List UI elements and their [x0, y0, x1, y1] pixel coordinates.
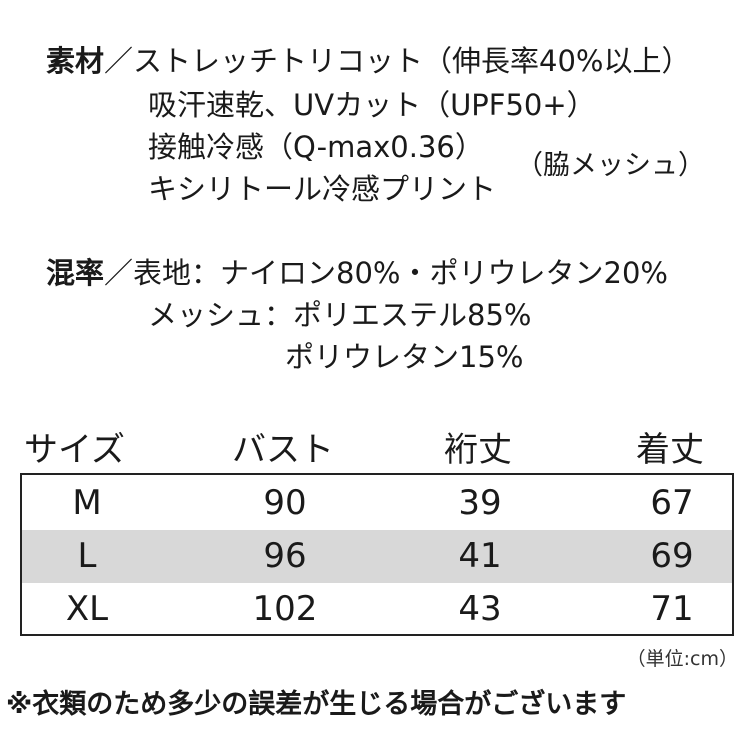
material-line-4: キシリトール冷感プリント — [148, 172, 497, 206]
material-heading-line: 素材／ストレッチトリコット（伸長率40%以上） — [46, 44, 691, 78]
size-table: M 90 39 67 L 96 41 69 XL 102 43 71 — [20, 473, 734, 636]
blend-line-3: ポリウレタン15% — [285, 340, 524, 374]
table-row: XL 102 43 71 — [22, 583, 732, 634]
blend-line-1: 表地：ナイロン80%・ポリウレタン20% — [133, 256, 668, 290]
header-body-length: 着丈 — [636, 430, 704, 470]
cell-bust: 96 — [263, 536, 307, 576]
cell-sleeve-length: 43 — [458, 589, 502, 629]
material-separator: ／ — [104, 44, 134, 78]
header-bust: バスト — [232, 430, 334, 470]
cell-body-length: 67 — [650, 483, 694, 523]
table-row: M 90 39 67 — [22, 477, 732, 530]
material-label: 素材 — [46, 44, 105, 78]
cell-body-length: 71 — [650, 589, 694, 629]
blend-label: 混率 — [46, 256, 105, 290]
material-line-2: 吸汗速乾、UVカット（UPF50+） — [148, 88, 596, 122]
cell-size: XL — [65, 589, 109, 629]
material-line-1: ストレッチトリコット（伸長率40%以上） — [133, 44, 691, 78]
material-side-note: （脇メッシュ） — [516, 150, 705, 181]
unit-note: （単位:cm） — [626, 648, 738, 670]
header-size: サイズ — [24, 430, 125, 470]
cell-size: M — [72, 483, 102, 523]
cell-sleeve-length: 41 — [458, 536, 502, 576]
cell-sleeve-length: 39 — [458, 483, 502, 523]
cell-body-length: 69 — [650, 536, 694, 576]
footnote: ※衣類のため多少の誤差が生じる場合がございます — [6, 689, 627, 720]
table-row: L 96 41 69 — [22, 530, 732, 583]
material-line-3: 接触冷感（Q-max0.36） — [148, 130, 484, 164]
blend-separator: ／ — [104, 256, 134, 290]
blend-heading-line: 混率／表地：ナイロン80%・ポリウレタン20% — [46, 256, 668, 290]
header-sleeve-length: 裄丈 — [444, 430, 512, 470]
blend-line-2: メッシュ：ポリエステル85% — [148, 298, 532, 332]
cell-bust: 90 — [263, 483, 307, 523]
cell-size: L — [77, 536, 97, 576]
cell-bust: 102 — [252, 589, 318, 629]
